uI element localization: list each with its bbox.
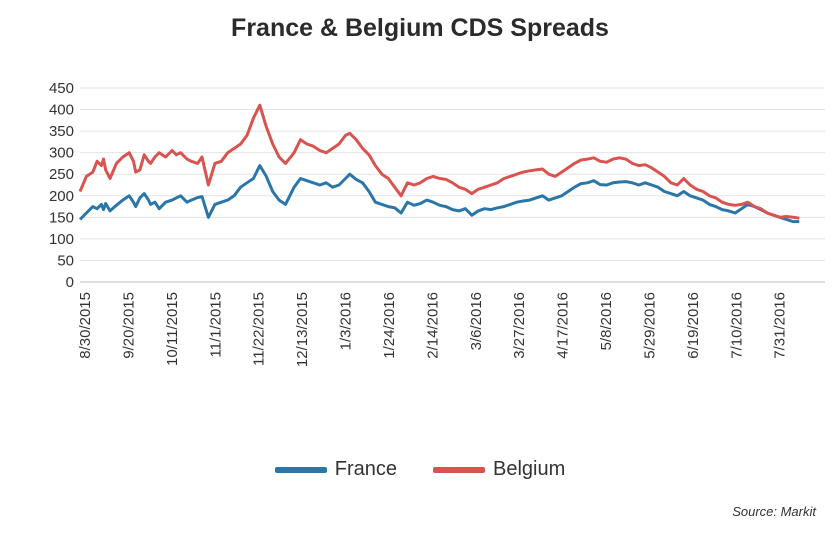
y-tick-label: 150 xyxy=(49,209,74,226)
y-tick-label: 50 xyxy=(57,252,74,269)
x-tick-label: 7/31/2016 xyxy=(772,292,789,359)
chart-title: France & Belgium CDS Spreads xyxy=(231,14,609,42)
y-tick-labels: 0 50 100 150 200 250 300 350 400 450 xyxy=(49,80,74,291)
belgium-swatch xyxy=(432,466,485,473)
x-tick-labels: 8/30/2015 9/20/2015 10/11/2015 11/1/2015 11/… xyxy=(77,292,789,367)
y-tick-label: 450 xyxy=(49,80,74,97)
x-tick-label: 12/13/2015 xyxy=(294,292,311,367)
x-tick-label: 10/11/2015 xyxy=(164,292,181,366)
x-tick-label: 3/27/2016 xyxy=(511,292,528,359)
x-tick-label: 5/29/2016 xyxy=(641,292,658,359)
y-tick-label: 350 xyxy=(49,123,74,140)
x-tick-label: 8/30/2015 xyxy=(77,292,94,359)
y-tick-label: 250 xyxy=(49,166,74,183)
legend-item-france: France xyxy=(274,458,397,481)
legend-item-belgium: Belgium xyxy=(432,458,566,481)
x-tick-label: 4/17/2016 xyxy=(555,292,572,359)
x-tick-label: 9/20/2015 xyxy=(120,292,137,359)
series-lines xyxy=(78,103,800,224)
x-tick-label: 6/19/2016 xyxy=(685,292,702,359)
x-tick-label: 1/3/2016 xyxy=(338,292,355,350)
x-tick-label: 2/14/2016 xyxy=(424,292,441,359)
y-tick-label: 0 xyxy=(66,274,74,291)
legend-label-belgium: Belgium xyxy=(492,458,566,480)
x-tick-label: 3/6/2016 xyxy=(468,292,485,350)
y-tick-label: 200 xyxy=(49,188,74,205)
x-tick-label: 11/1/2015 xyxy=(207,292,224,358)
y-tick-label: 300 xyxy=(49,145,74,162)
france-swatch xyxy=(274,466,327,473)
source-note: Source: Markit xyxy=(732,504,816,519)
y-tick-label: 100 xyxy=(49,231,74,248)
y-tick-label: 400 xyxy=(49,102,74,119)
series-line-france xyxy=(78,164,800,224)
x-tick-label: 7/10/2016 xyxy=(728,292,745,359)
legend-label-france: France xyxy=(334,458,397,480)
gridlines xyxy=(80,87,825,283)
x-tick-label: 5/8/2016 xyxy=(598,292,615,350)
x-tick-label: 11/22/2015 xyxy=(251,292,268,366)
x-tick-label: 1/24/2016 xyxy=(381,292,398,359)
legend: France Belgium xyxy=(0,458,840,481)
series-line-belgium xyxy=(78,103,800,220)
